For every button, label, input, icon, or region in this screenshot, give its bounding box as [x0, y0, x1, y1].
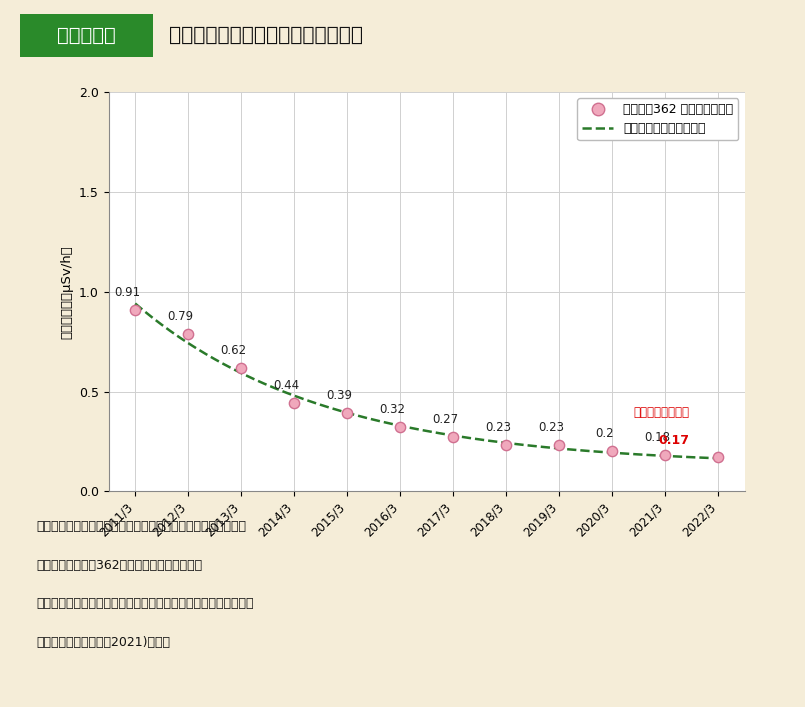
Text: 0.27: 0.27 [432, 414, 458, 426]
Text: 0.62: 0.62 [220, 344, 246, 356]
Text: 0.79: 0.79 [167, 310, 193, 322]
Text: 令和４年３月時点: 令和４年３月時点 [633, 407, 689, 419]
実測値（362 か所の平均値） [341, 408, 353, 419]
Text: 島県の森林内362か所の平均値）の関係。: 島県の森林内362か所の平均値）の関係。 [36, 559, 202, 571]
物理的減衰による予測値 [551, 444, 561, 452]
Text: 0.23: 0.23 [539, 421, 564, 434]
物理的減衰による予測値 [130, 299, 140, 308]
Text: いて」（令和３（2021)年度）: いて」（令和３（2021)年度） [36, 636, 170, 649]
物理的減衰による予測値 [200, 349, 210, 358]
実測値（362 か所の平均値） [235, 362, 248, 373]
Text: 0.39: 0.39 [326, 390, 353, 402]
Legend: 実測値（362 か所の平均値）, 物理的減衰による予測値: 実測値（362 か所の平均値）, 物理的減衰による予測値 [577, 98, 738, 141]
Text: 0.2: 0.2 [595, 428, 613, 440]
Text: 資料Ｖ－４: 資料Ｖ－４ [57, 26, 116, 45]
Text: 0.91: 0.91 [114, 286, 140, 298]
実測値（362 か所の平均値） [500, 440, 513, 451]
Text: 0.32: 0.32 [379, 404, 405, 416]
Line: 物理的減衰による予測値: 物理的減衰による予測値 [135, 303, 718, 458]
実測値（362 か所の平均値） [553, 440, 566, 451]
実測値（362 か所の平均値） [287, 398, 300, 409]
実測値（362 か所の平均値） [712, 452, 724, 463]
物理的減衰による予測値 [361, 414, 371, 422]
物理的減衰による予測値 [320, 402, 330, 411]
Text: 0.44: 0.44 [273, 380, 299, 392]
実測値（362 か所の平均値） [129, 304, 142, 315]
Y-axis label: 空間線量率（μSv/h）: 空間線量率（μSv/h） [60, 245, 73, 339]
Text: 0.23: 0.23 [485, 421, 511, 434]
Text: 0.17: 0.17 [658, 434, 689, 448]
実測値（362 か所の平均値） [182, 328, 195, 339]
Text: 資料：福島県「森林における放射性物質の状況と今後の予測につ: 資料：福島県「森林における放射性物質の状況と今後の予測につ [36, 597, 254, 610]
Text: 福島県の森林内の空間線量率の推移: 福島県の森林内の空間線量率の推移 [169, 26, 363, 45]
実測値（362 か所の平均値） [394, 422, 407, 433]
物理的減衰による予測値 [554, 444, 563, 452]
Text: 0.18: 0.18 [644, 431, 671, 445]
物理的減衰による予測値 [497, 438, 506, 447]
実測値（362 か所の平均値） [447, 432, 460, 443]
Text: 注：放射性セシウムの物理的減衰曲線とモニタリング実測（福: 注：放射性セシウムの物理的減衰曲線とモニタリング実測（福 [36, 520, 246, 532]
物理的減衰による予測値 [713, 454, 723, 462]
実測値（362 か所の平均値） [605, 446, 618, 457]
実測値（362 か所の平均値） [658, 450, 671, 461]
